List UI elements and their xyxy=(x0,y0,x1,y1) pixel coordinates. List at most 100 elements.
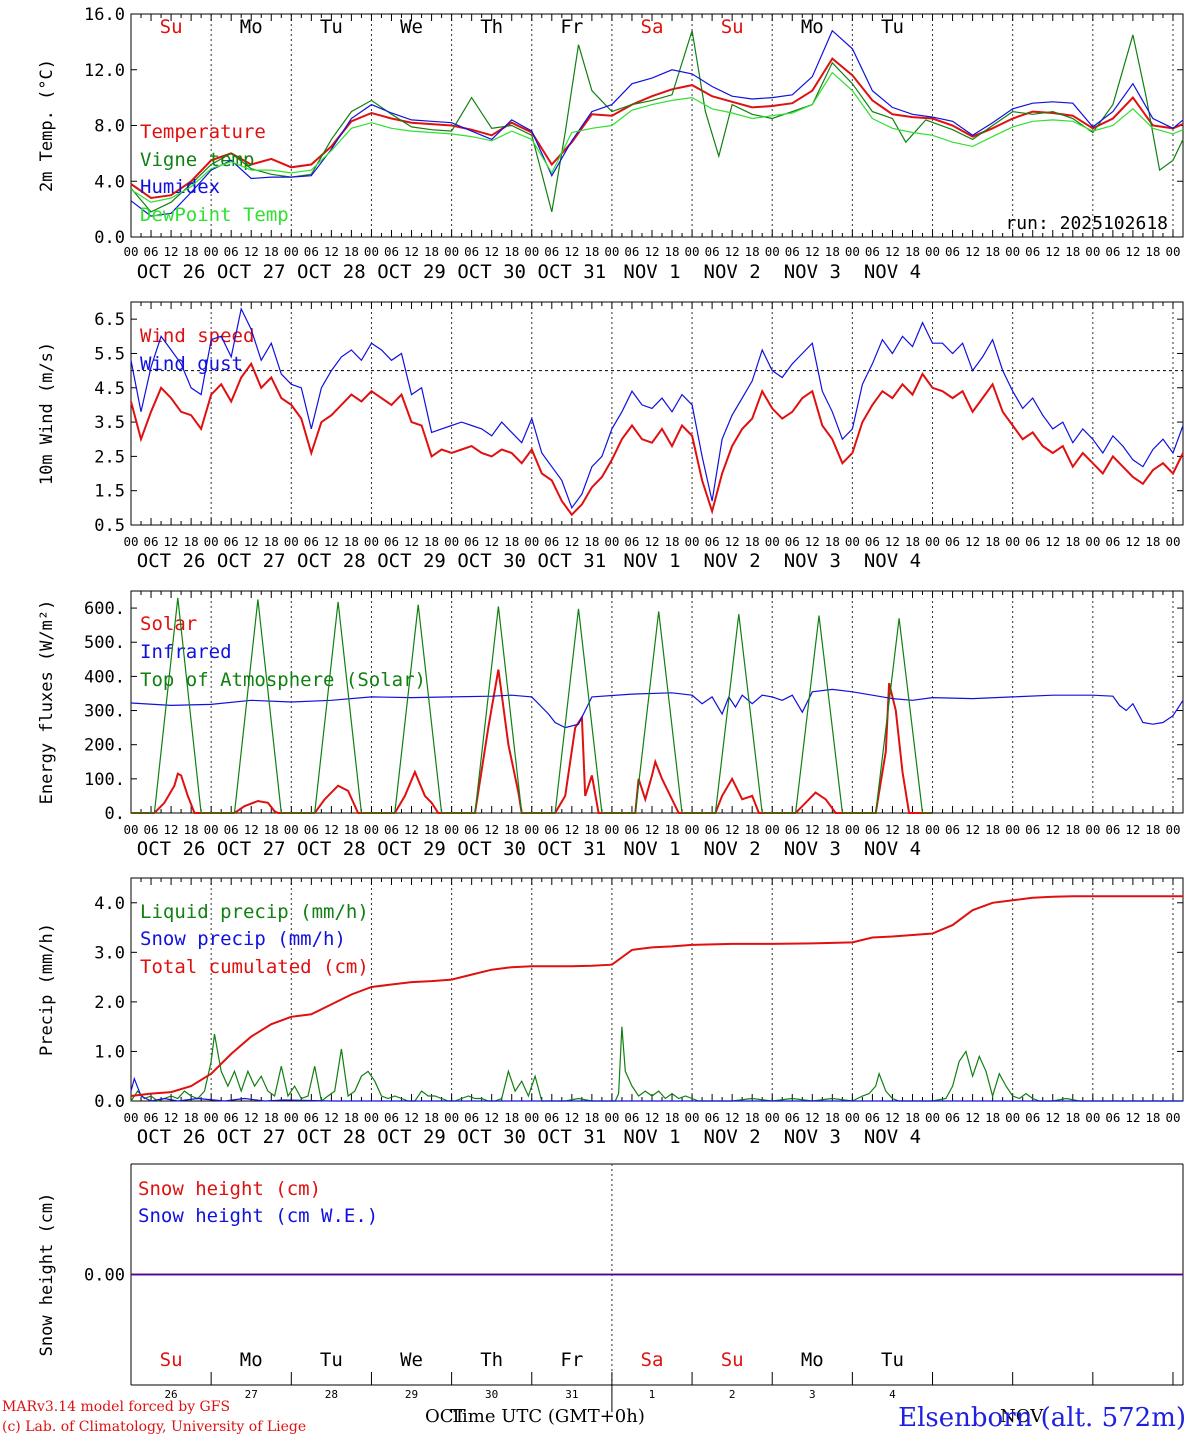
energy-hour-label: 00 xyxy=(364,822,379,837)
energy-hour-label: 12 xyxy=(644,822,659,837)
precip-date-label: NOV 1 xyxy=(623,1126,680,1148)
precip-hour-label: 00 xyxy=(524,1110,539,1125)
temp-date-label: OCT 31 xyxy=(538,261,607,283)
day-abbr-top: Fr xyxy=(560,16,583,38)
precip-legend-liquid-precip-mm-h-: Liquid precip (mm/h) xyxy=(140,901,369,923)
energy-hour-label: 00 xyxy=(604,822,619,837)
temp-hour-label: 00 xyxy=(604,244,619,259)
precip-hour-label: 06 xyxy=(1025,1110,1040,1125)
wind-series-wind-speed xyxy=(130,361,1184,517)
wind-hour-label: 18 xyxy=(745,534,760,549)
temp-legend-dewpoint-temp: DewPoint Temp xyxy=(140,204,289,226)
day-abbr-top: Su xyxy=(721,16,744,38)
energy-hour-label: 00 xyxy=(685,822,700,837)
energy-hour-label: 00 xyxy=(925,822,940,837)
day-abbr-top: We xyxy=(400,16,423,38)
energy-legend-top-of-atmosphere-solar-: Top of Atmosphere (Solar) xyxy=(140,669,426,691)
energy-hour-label: 12 xyxy=(805,822,820,837)
energy-hour-label: 12 xyxy=(564,822,579,837)
temp-series-vigne-temp xyxy=(130,30,1184,213)
temp-hour-label: 12 xyxy=(324,244,339,259)
energy-hour-label: 12 xyxy=(885,822,900,837)
energy-hour-label: 12 xyxy=(965,822,980,837)
temp-ytick-label: 8.0 xyxy=(94,117,125,137)
precip-date-label: NOV 2 xyxy=(704,1126,761,1148)
precip-hour-label: 06 xyxy=(304,1110,319,1125)
day-abbr-bottom: Th xyxy=(480,1349,503,1371)
temp-hour-label: 06 xyxy=(785,244,800,259)
wind-hour-label: 12 xyxy=(1045,534,1060,549)
wind-hour-label: 00 xyxy=(284,534,299,549)
temp-hour-label: 12 xyxy=(164,244,179,259)
temp-hour-label: 12 xyxy=(404,244,419,259)
precip-hour-label: 00 xyxy=(364,1110,379,1125)
temp-hour-label: 18 xyxy=(985,244,1000,259)
temp-hour-label: 00 xyxy=(1165,244,1180,259)
snow-legend-snow-height-cm-: Snow height (cm) xyxy=(138,1178,321,1200)
precip-hour-label: 00 xyxy=(1165,1110,1180,1125)
energy-ytick-label: 300. xyxy=(84,702,125,722)
energy-hour-label: 18 xyxy=(504,822,519,837)
temp-hour-label: 18 xyxy=(1145,244,1160,259)
wind-date-label: OCT 31 xyxy=(538,550,607,572)
precip-hour-label: 06 xyxy=(144,1110,159,1125)
precip-hour-label: 06 xyxy=(464,1110,479,1125)
temp-hour-label: 18 xyxy=(664,244,679,259)
precip-hour-label: 00 xyxy=(925,1110,940,1125)
wind-date-label: OCT 30 xyxy=(457,550,526,572)
day-abbr-top: Th xyxy=(480,16,503,38)
wind-hour-label: 18 xyxy=(344,534,359,549)
precip-hour-label: 00 xyxy=(204,1110,219,1125)
wind-hour-label: 00 xyxy=(604,534,619,549)
wind-hour-label: 06 xyxy=(384,534,399,549)
day-abbr-top: Tu xyxy=(881,16,904,38)
temp-hour-label: 06 xyxy=(144,244,159,259)
wind-series-wind-gust xyxy=(130,307,1184,510)
wind-hour-label: 12 xyxy=(244,534,259,549)
wind-hour-label: 12 xyxy=(564,534,579,549)
precip-hour-label: 18 xyxy=(1065,1110,1080,1125)
temp-hour-label: 12 xyxy=(1125,244,1140,259)
wind-hour-label: 12 xyxy=(324,534,339,549)
time-axis-label: Time UTC (GMT+0h) xyxy=(450,1406,645,1427)
precip-hour-label: 00 xyxy=(845,1110,860,1125)
day-number: 30 xyxy=(485,1388,498,1401)
energy-hour-label: 06 xyxy=(144,822,159,837)
wind-hour-label: 06 xyxy=(865,534,880,549)
run-label: run: 2025102618 xyxy=(1005,213,1168,234)
wind-hour-label: 00 xyxy=(925,534,940,549)
precip-date-label: NOV 3 xyxy=(784,1126,841,1148)
energy-hour-label: 06 xyxy=(705,822,720,837)
wind-hour-label: 18 xyxy=(1065,534,1080,549)
wind-date-label: OCT 27 xyxy=(217,550,286,572)
temp-hour-label: 06 xyxy=(624,244,639,259)
wind-hour-label: 12 xyxy=(164,534,179,549)
snow-ytick-label: 0.00 xyxy=(84,1266,125,1286)
day-abbr-bottom: Tu xyxy=(320,1349,343,1371)
temp-hour-label: 00 xyxy=(765,244,780,259)
precip-hour-label: 12 xyxy=(324,1110,339,1125)
precip-hour-label: 18 xyxy=(264,1110,279,1125)
precip-hour-label: 06 xyxy=(624,1110,639,1125)
day-abbr-top: Su xyxy=(160,16,183,38)
day-abbr-bottom: Mo xyxy=(240,1349,263,1371)
precip-hour-label: 18 xyxy=(664,1110,679,1125)
temp-date-label: OCT 27 xyxy=(217,261,286,283)
energy-date-label: OCT 31 xyxy=(538,838,607,860)
wind-hour-label: 12 xyxy=(644,534,659,549)
station-name: Elsenborn (alt. 572m) xyxy=(898,1403,1186,1433)
energy-hour-label: 18 xyxy=(825,822,840,837)
precip-hour-label: 00 xyxy=(685,1110,700,1125)
energy-ytick-label: 100. xyxy=(84,770,125,790)
temp-hour-label: 00 xyxy=(364,244,379,259)
wind-hour-label: 12 xyxy=(805,534,820,549)
energy-hour-label: 12 xyxy=(1125,822,1140,837)
energy-date-label: NOV 1 xyxy=(623,838,680,860)
precip-hour-label: 06 xyxy=(865,1110,880,1125)
temp-hour-label: 18 xyxy=(905,244,920,259)
energy-legend-solar: Solar xyxy=(140,613,197,635)
temp-hour-label: 00 xyxy=(204,244,219,259)
wind-date-label: NOV 1 xyxy=(623,550,680,572)
temp-ytick-label: 4.0 xyxy=(94,172,125,192)
energy-hour-label: 06 xyxy=(544,822,559,837)
